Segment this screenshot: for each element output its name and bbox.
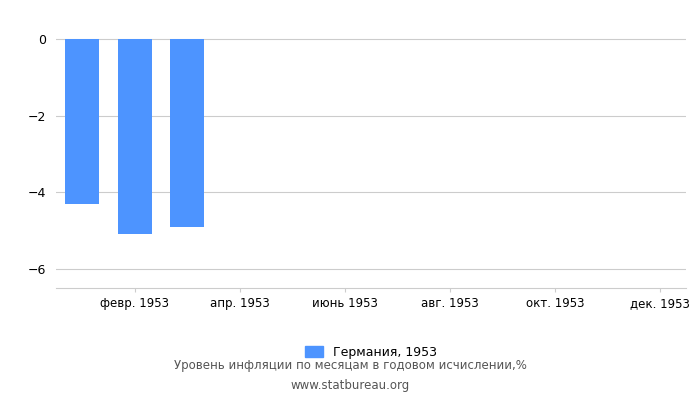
- Text: www.statbureau.org: www.statbureau.org: [290, 380, 410, 392]
- Bar: [65, 40, 99, 204]
- Text: Уровень инфляции по месяцам в годовом исчислении,%: Уровень инфляции по месяцам в годовом ис…: [174, 360, 526, 372]
- Bar: [170, 40, 204, 227]
- Legend: Германия, 1953: Германия, 1953: [300, 341, 442, 364]
- Bar: [118, 40, 152, 234]
